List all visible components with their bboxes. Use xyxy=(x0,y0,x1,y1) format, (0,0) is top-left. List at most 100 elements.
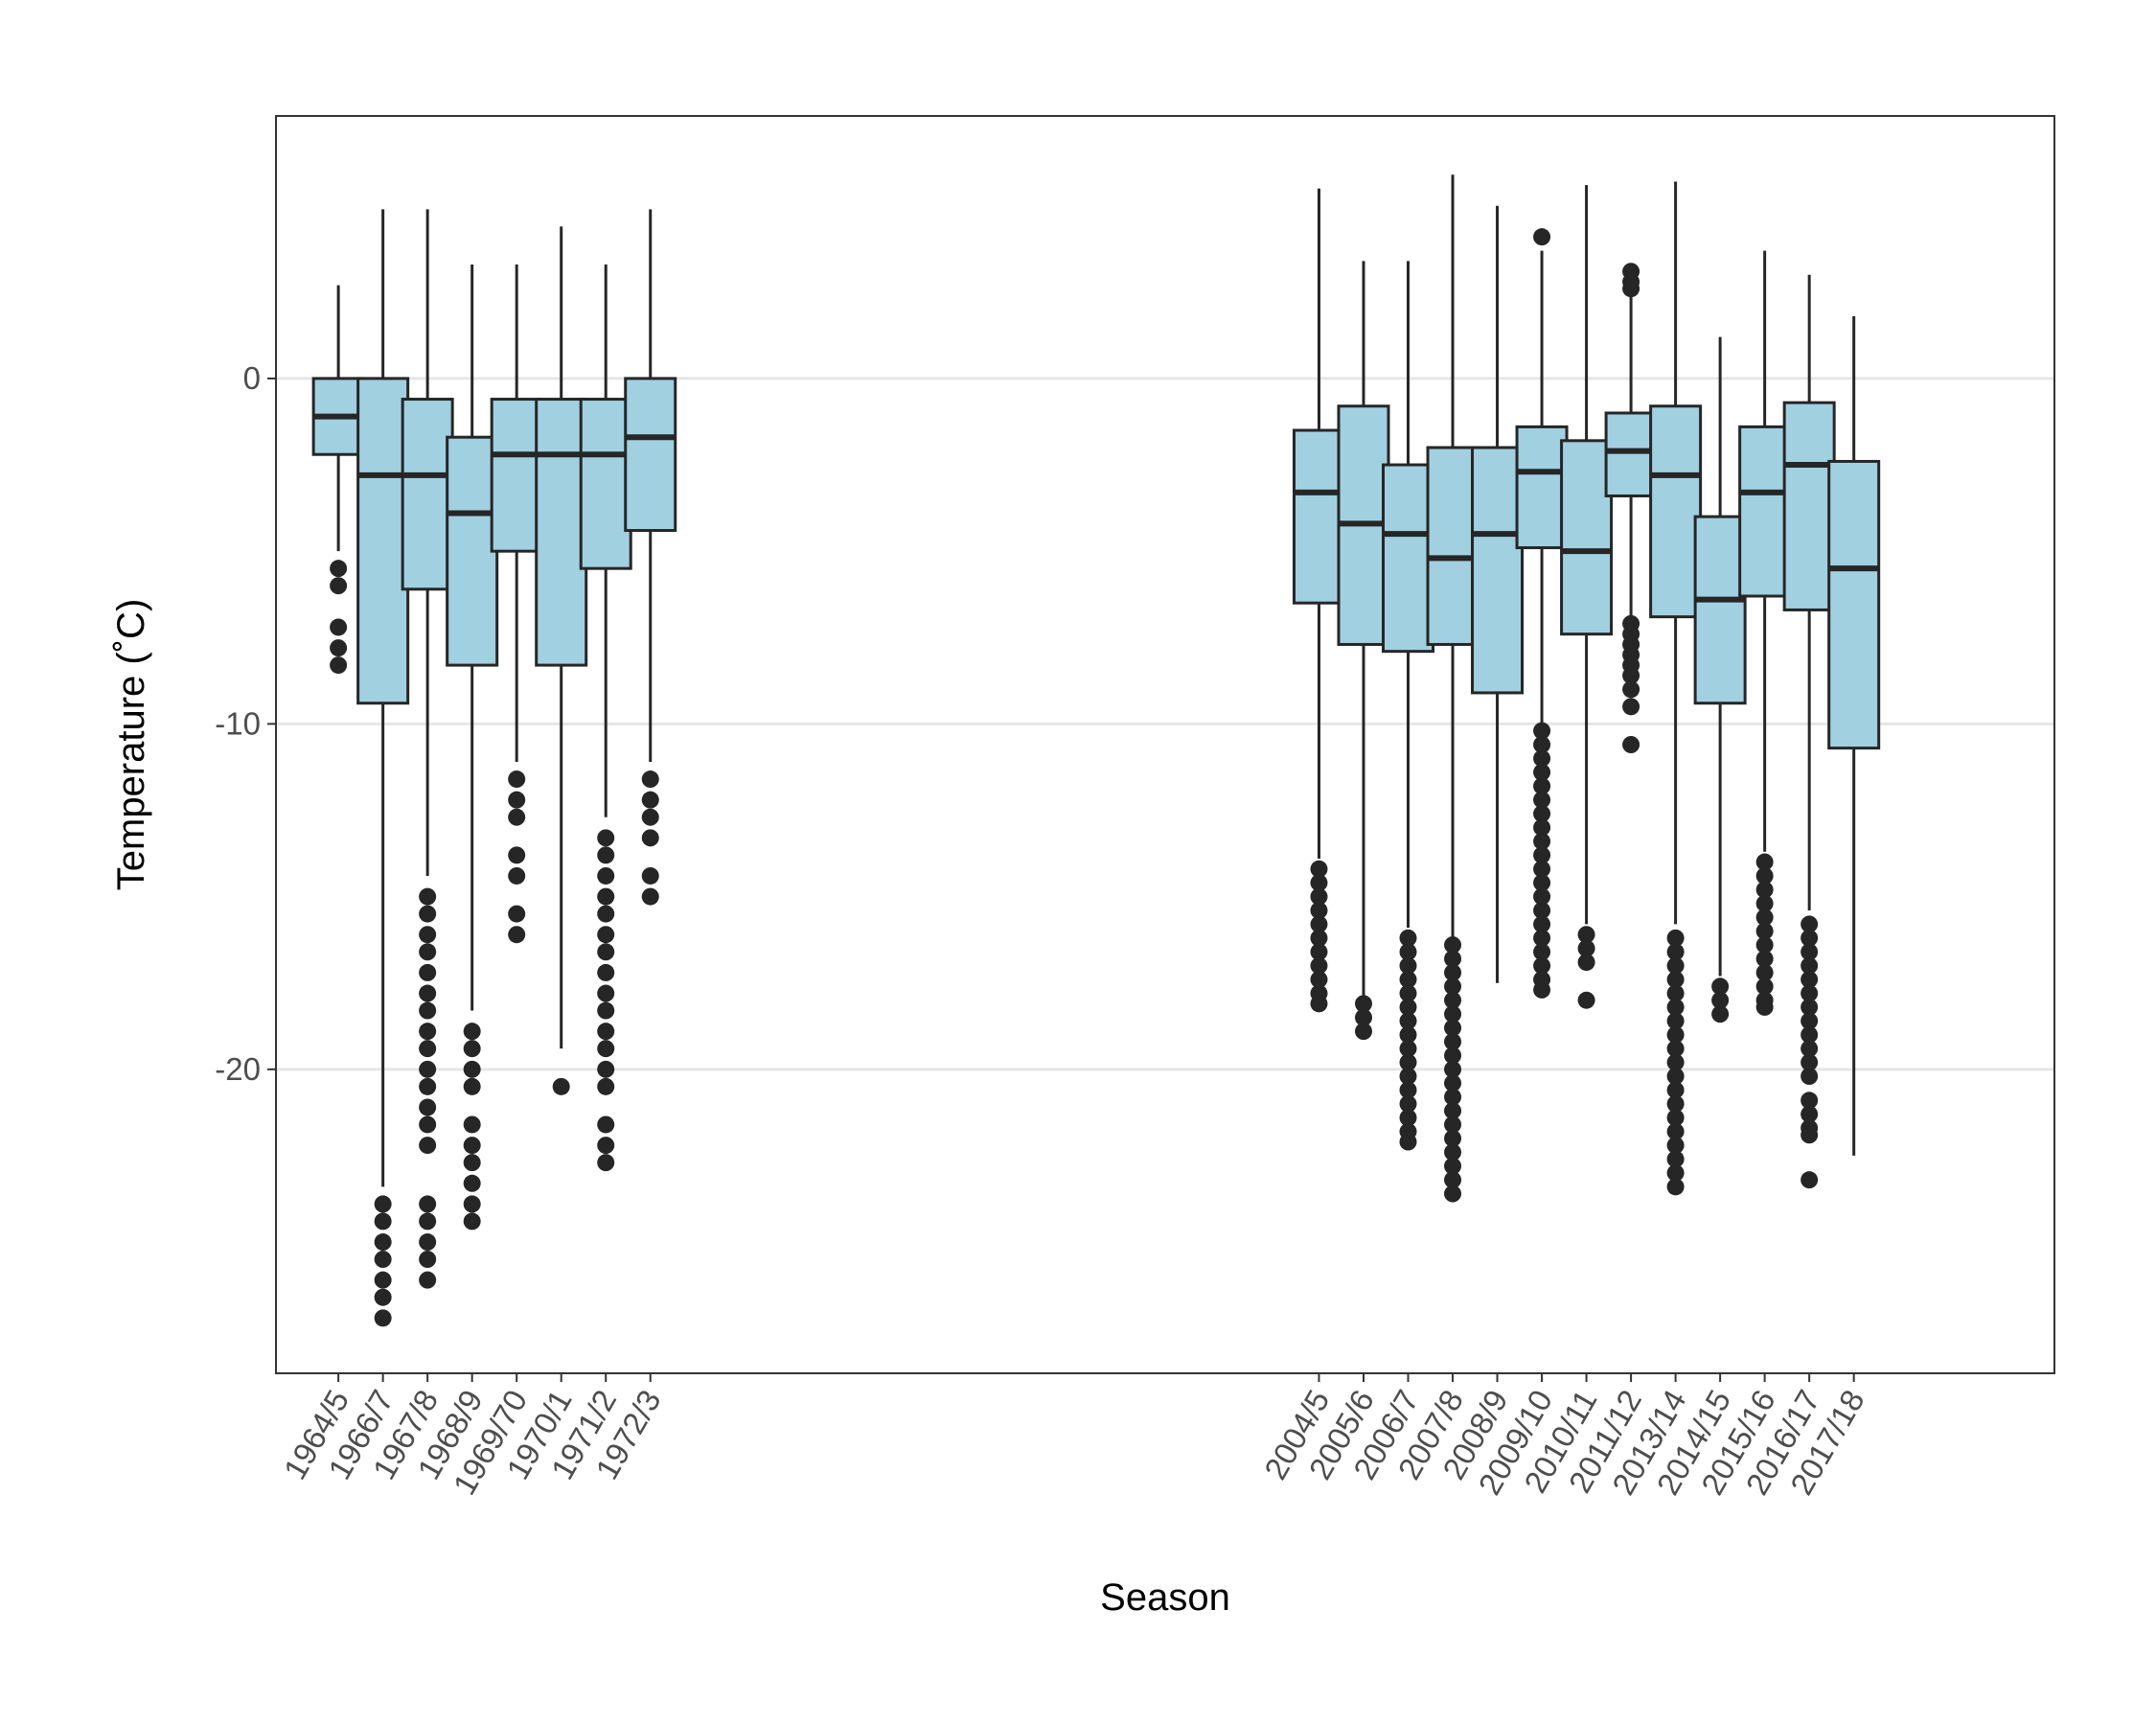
iqr-box xyxy=(356,377,410,705)
plot-panel-border xyxy=(275,115,2055,1374)
outlier-point xyxy=(1444,1116,1462,1134)
outlier-point xyxy=(463,1077,481,1095)
outlier-point xyxy=(1800,1040,1819,1058)
iqr-box xyxy=(490,398,543,553)
outlier-point xyxy=(1399,1133,1417,1151)
outlier-point xyxy=(1399,1012,1417,1030)
outlier-point xyxy=(1444,1088,1462,1106)
outlier-point xyxy=(419,984,437,1002)
outlier-point xyxy=(1533,860,1551,878)
outlier-point xyxy=(1622,680,1640,699)
outlier-point xyxy=(1577,954,1595,972)
outlier-point xyxy=(1577,926,1595,944)
outlier-point xyxy=(1800,956,1819,975)
outlier-point xyxy=(330,577,348,595)
outlier-point xyxy=(597,846,615,864)
outlier-point xyxy=(1533,763,1551,781)
boxplot-1964/5 xyxy=(311,285,365,675)
outlier-point xyxy=(1533,915,1551,933)
outlier-point xyxy=(1755,881,1774,899)
outlier-point xyxy=(1399,1025,1417,1044)
iqr-box xyxy=(1649,404,1703,619)
outlier-point xyxy=(1755,922,1774,940)
outlier-point xyxy=(1666,1025,1685,1044)
outlier-point xyxy=(597,1154,615,1172)
boxplot-2006/7 xyxy=(1382,261,1435,1151)
outlier-point xyxy=(1800,1171,1819,1189)
outlier-point xyxy=(419,1137,437,1155)
x-axis-title: Season xyxy=(1100,1576,1230,1619)
outlier-point xyxy=(419,1116,437,1134)
outlier-point xyxy=(1666,1040,1685,1058)
outlier-point xyxy=(330,639,348,657)
outlier-point xyxy=(463,1154,481,1172)
outlier-point xyxy=(641,808,659,826)
outlier-point xyxy=(419,1212,437,1230)
iqr-box xyxy=(1560,439,1614,636)
outlier-point xyxy=(1755,963,1774,981)
iqr-box xyxy=(1738,425,1792,598)
outlier-point xyxy=(1666,1178,1685,1196)
outlier-point xyxy=(597,1060,615,1078)
outlier-point xyxy=(1310,995,1328,1013)
outlier-point xyxy=(419,943,437,961)
iqr-box xyxy=(1515,425,1569,550)
outlier-point xyxy=(1310,887,1328,906)
boxplot-1972/3 xyxy=(624,209,677,906)
outlier-point xyxy=(1533,902,1551,920)
outlier-point xyxy=(641,866,659,885)
iqr-box xyxy=(401,398,454,591)
outlier-point xyxy=(1444,1102,1462,1120)
outlier-point xyxy=(1444,1129,1462,1147)
outlier-point xyxy=(1800,915,1819,933)
outlier-point xyxy=(1444,950,1462,968)
outlier-point xyxy=(597,926,615,944)
outlier-point xyxy=(1666,929,1685,947)
boxplots xyxy=(311,174,1881,1327)
boxplot-2008/9 xyxy=(1471,205,1525,983)
outlier-point xyxy=(1800,1126,1819,1144)
outlier-point xyxy=(330,618,348,636)
outlier-point xyxy=(1399,984,1417,1002)
outlier-point xyxy=(1310,874,1328,892)
outlier-point xyxy=(1399,1094,1417,1113)
outlier-point xyxy=(1399,998,1417,1016)
outlier-point xyxy=(1755,950,1774,968)
outlier-point xyxy=(1399,1109,1417,1127)
boxplot-2010/11 xyxy=(1560,185,1614,1009)
y-tick-label: -10 xyxy=(215,705,261,741)
boxplot-2007/8 xyxy=(1426,174,1479,1203)
outlier-point xyxy=(1399,929,1417,947)
outlier-point xyxy=(597,887,615,906)
outlier-point xyxy=(1800,1025,1819,1044)
outlier-point xyxy=(374,1233,392,1252)
outlier-point xyxy=(1533,228,1551,246)
outlier-point xyxy=(1444,1046,1462,1065)
outlier-point xyxy=(1666,1137,1685,1155)
outlier-point xyxy=(508,866,526,885)
outlier-point xyxy=(1755,894,1774,912)
outlier-point xyxy=(1800,1068,1819,1086)
outlier-point xyxy=(1354,1023,1372,1041)
outlier-point xyxy=(1533,956,1551,975)
outlier-point xyxy=(1444,936,1462,954)
outlier-point xyxy=(1666,1163,1685,1182)
outlier-point xyxy=(1533,791,1551,809)
iqr-box xyxy=(535,398,588,667)
outlier-point xyxy=(1533,722,1551,740)
outlier-point xyxy=(597,943,615,961)
y-axis-title: Temperature (˚C) xyxy=(110,599,152,891)
outlier-point xyxy=(1800,998,1819,1016)
boxplot-2014/15 xyxy=(1693,336,1747,1024)
outlier-point xyxy=(1533,736,1551,753)
outlier-point xyxy=(1666,971,1685,989)
outlier-point xyxy=(1533,943,1551,961)
outlier-point xyxy=(597,984,615,1002)
outlier-point xyxy=(1444,963,1462,981)
outlier-point xyxy=(463,1060,481,1078)
outlier-point xyxy=(597,1040,615,1058)
outlier-point xyxy=(1800,984,1819,1002)
outlier-point xyxy=(1666,984,1685,1002)
outlier-point xyxy=(1310,902,1328,920)
outlier-point xyxy=(597,829,615,847)
